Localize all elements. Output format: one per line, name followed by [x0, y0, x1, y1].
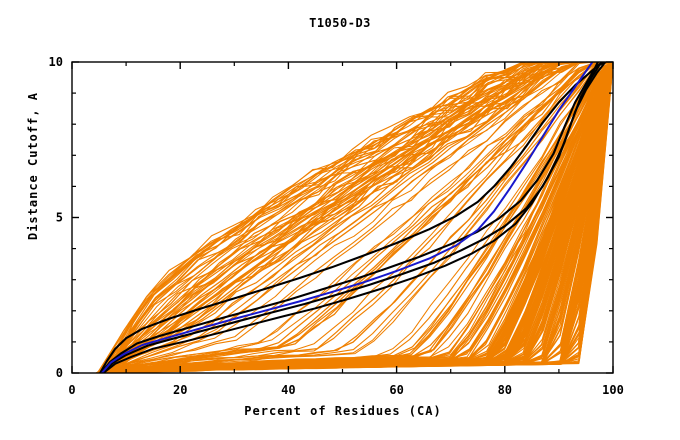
axis-frame [71, 61, 614, 374]
y-tick-label: 10 [49, 55, 63, 69]
series-highlight-black-3 [99, 62, 604, 373]
y-tick-label: 5 [56, 211, 63, 225]
background-series-group [95, 62, 613, 373]
series-highlight-black-1 [100, 62, 599, 373]
x-tick-label: 0 [68, 383, 75, 397]
x-tick-label: 60 [389, 383, 403, 397]
series-highlight-black-4 [102, 62, 607, 373]
x-axis-label: Percent of Residues (CA) [244, 404, 442, 418]
x-tick-label: 20 [173, 383, 187, 397]
page-title: T1050-D3 [309, 16, 371, 30]
x-tick-label: 40 [281, 383, 295, 397]
highlight-series-group [99, 62, 607, 373]
axis-tick-labels: 0 20 40 60 80 100 0 5 10 [49, 55, 624, 397]
x-tick-label: 100 [602, 383, 624, 397]
series-highlight-blue [100, 62, 594, 373]
x-tick-label: 80 [498, 383, 512, 397]
y-tick-label: 0 [56, 366, 63, 380]
